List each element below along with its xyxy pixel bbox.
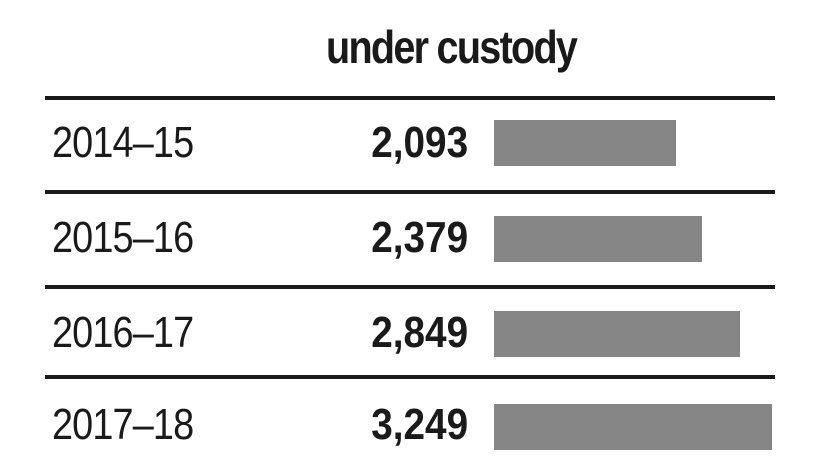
row-year: 2017–18 <box>52 400 194 449</box>
row-value: 2,849 <box>371 308 468 357</box>
row-bar <box>494 216 702 262</box>
row-value: 3,249 <box>371 400 468 449</box>
row-year: 2014–15 <box>52 118 194 167</box>
row-bar <box>494 404 772 450</box>
row-value: 2,093 <box>371 118 468 167</box>
row-divider <box>45 375 775 379</box>
row-year: 2015–16 <box>52 213 194 262</box>
row-year: 2016–17 <box>52 308 194 357</box>
row-bar <box>494 311 740 357</box>
header-rule <box>45 96 775 100</box>
row-value: 2,379 <box>371 213 468 262</box>
row-divider <box>45 190 775 194</box>
column-header: under custody <box>326 21 578 73</box>
row-divider <box>45 285 775 289</box>
row-bar <box>494 120 676 166</box>
